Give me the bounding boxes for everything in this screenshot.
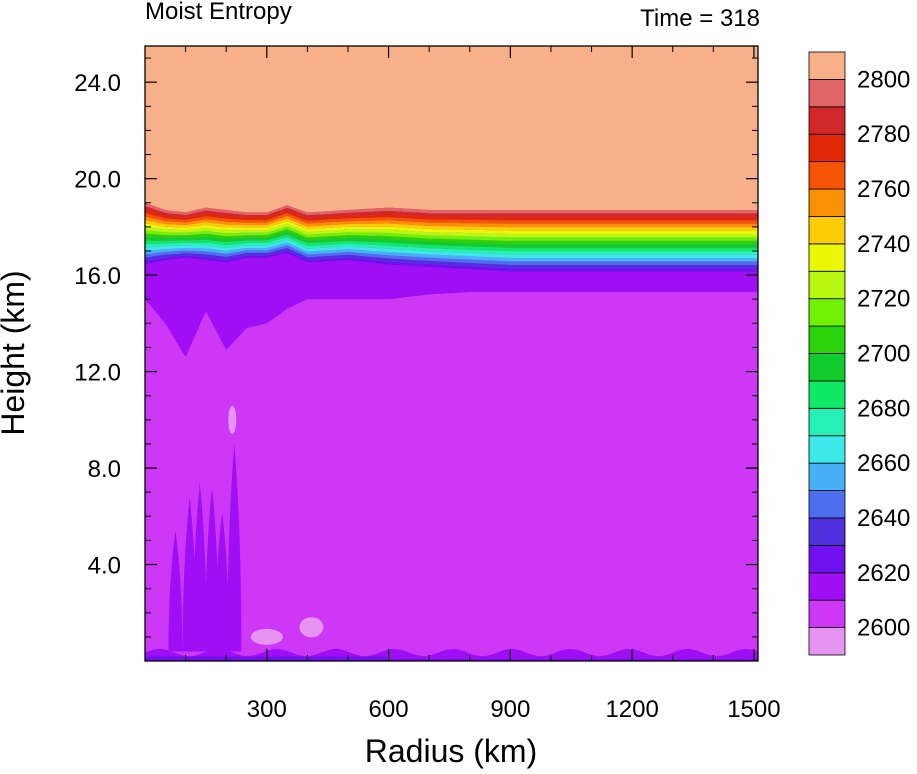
colorbar-label: 2620 <box>857 560 910 587</box>
colorbar-label: 2780 <box>857 121 910 148</box>
contour-band <box>145 245 758 265</box>
x-axis-label: Radius (km) <box>365 733 537 769</box>
colorbar-box <box>808 462 846 491</box>
contour-plume <box>192 482 207 652</box>
y-tick-label: 24.0 <box>74 70 121 97</box>
contour-high-patch <box>250 628 283 645</box>
colorbar-label: 2660 <box>857 450 910 477</box>
contour-band <box>145 215 758 228</box>
colorbar-box <box>808 188 846 217</box>
colorbar-box <box>808 298 846 327</box>
plot-frame <box>144 45 759 662</box>
y-axis-label: Height (km) <box>0 270 31 435</box>
contour-surface-minimum <box>145 656 758 661</box>
colorbar-box <box>808 599 846 628</box>
colorbar-box <box>808 435 846 464</box>
colorbar-box <box>808 517 846 546</box>
contour-plume <box>227 443 242 652</box>
colorbar-label: 2740 <box>857 231 910 258</box>
contour-lower-layer <box>145 202 758 661</box>
contour-band <box>145 202 758 216</box>
contour-band <box>145 209 758 221</box>
colorbar-box <box>808 380 846 409</box>
colorbar-label: 2800 <box>857 66 910 93</box>
colorbar-label: 2680 <box>857 395 910 422</box>
colorbar-box <box>808 627 846 656</box>
contour-band <box>145 218 758 231</box>
chart-title-right: Time = 318 <box>640 5 760 32</box>
contour-band <box>145 250 758 272</box>
contour-band <box>145 206 758 218</box>
contour-band <box>145 221 758 234</box>
contour-band <box>145 239 758 258</box>
contour-band <box>145 226 758 241</box>
colorbar-box <box>808 490 846 519</box>
colorbar-label: 2600 <box>857 615 910 642</box>
colorbar-box <box>808 544 846 574</box>
colorbar-box <box>808 243 846 272</box>
contour-band <box>145 231 758 248</box>
plot-axes: 300 600 900 1200 1500 4.0 8.0 12.0 16.0 20.0 24.0 <box>74 45 781 723</box>
colorbar-label: 2760 <box>857 176 910 203</box>
contour-band <box>145 253 758 276</box>
contour-plume <box>168 530 183 652</box>
colorbar-box <box>808 106 846 135</box>
colorbar-box <box>808 572 846 601</box>
y-tick-label: 20.0 <box>74 167 121 194</box>
colorbar-box <box>808 161 846 190</box>
y-tick-label: 12.0 <box>74 360 121 387</box>
contour-upper-minimum <box>145 255 758 358</box>
colorbar-label: 2640 <box>857 505 910 532</box>
x-tick-label: 600 <box>369 696 409 723</box>
y-tick-label: 4.0 <box>88 553 121 580</box>
contour-band <box>145 242 758 262</box>
contour-band <box>145 213 758 224</box>
contour-plume <box>215 511 230 652</box>
contour-plume <box>204 487 219 652</box>
contour-band <box>145 229 758 245</box>
colorbar-box <box>808 325 846 354</box>
colorbar-box <box>808 353 846 382</box>
x-tick-label: 900 <box>490 696 530 723</box>
colorbar-box <box>808 407 846 437</box>
y-tick-label: 8.0 <box>88 456 121 483</box>
y-tick-label: 16.0 <box>74 263 121 290</box>
x-tick-label: 1200 <box>605 696 658 723</box>
contour-band <box>145 247 758 269</box>
colorbar-label: 2700 <box>857 341 910 368</box>
colorbar-box <box>808 79 846 108</box>
contour-high-patch <box>228 405 237 434</box>
x-tick-label: 1500 <box>727 696 780 723</box>
contour-high-patch <box>299 617 324 638</box>
colorbar-box <box>808 270 846 300</box>
contour-band <box>145 234 758 252</box>
contour-field <box>145 46 758 661</box>
colorbar-label: 2720 <box>857 286 910 313</box>
chart-title-left: Moist Entropy <box>145 0 292 25</box>
colorbar-box <box>808 51 846 80</box>
colorbar: 2600 2620 2640 2660 2680 2700 2720 2740 2760 2780… <box>808 51 910 656</box>
contour-band <box>145 237 758 255</box>
colorbar-box <box>808 133 846 163</box>
x-tick-label: 300 <box>247 696 287 723</box>
colorbar-box <box>808 216 846 245</box>
